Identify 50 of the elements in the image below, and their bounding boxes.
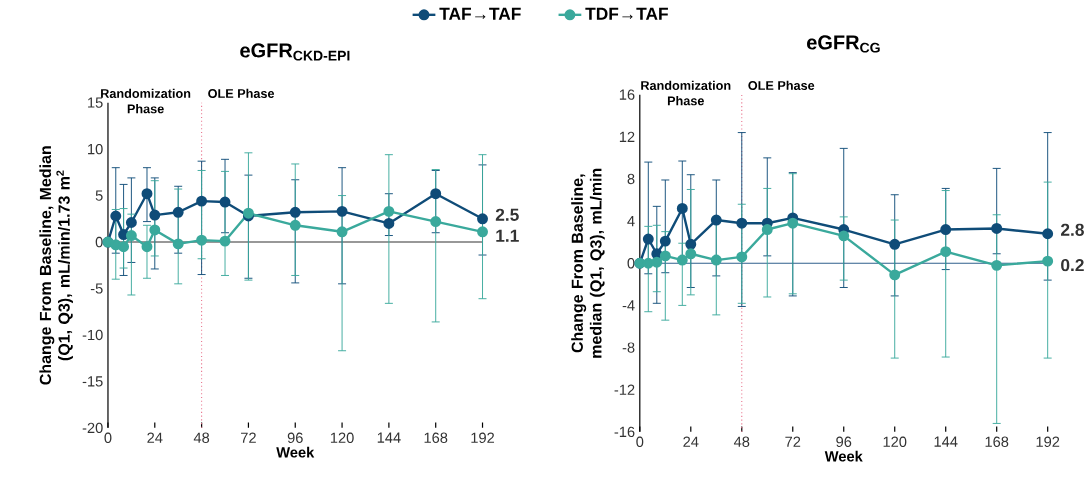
x-axis-title: Week [824,451,863,462]
data-label: 0.2 [1061,259,1084,272]
x-tick-label: 168 [985,436,1009,448]
y-tick-label: 10 [88,144,103,155]
x-tick-label: 72 [785,436,801,448]
chart-title: eGFR$_{CKD-EPI}$ [240,43,350,61]
chart-title: eGFR$_{CG}$ [807,35,880,53]
x-tick-label: 192 [471,432,495,444]
y-tick-label: -16 [614,426,635,438]
y-tick-label: 12 [619,131,635,143]
data-label: 1.1 [496,230,519,242]
y-tick-label: 0 [627,258,635,269]
annotation: Randomization Phase [641,80,731,106]
x-tick-label: 24 [147,432,163,444]
x-tick-label: 96 [287,432,303,444]
y-tick-label: -12 [614,384,635,396]
x-tick-label: 120 [330,432,354,444]
x-tick-label: 48 [193,432,210,444]
y-tick-label: 4 [627,216,635,227]
y-tick-label: 5 [95,190,103,201]
x-tick-label: 72 [241,432,256,444]
data-label: 2.5 [495,208,519,222]
y-tick-label: 16 [619,89,635,101]
legend-label: TAF→TAF [439,8,521,21]
y-axis-title: Change From Baseline, Median (Q1, Q3), mL/min/1.73 m$^{2}$ [39,146,73,385]
x-tick-label: 96 [836,436,852,448]
y-axis-title: Change From Baseline, median (Q1, Q3), mL/min [571,168,605,358]
x-tick-label: 168 [424,432,448,444]
y-tick-label: -5 [90,283,103,294]
y-tick-label: 15 [88,97,103,108]
y-tick-label: 8 [627,174,635,185]
y-tick-label: -10 [82,330,103,341]
y-tick-label: -20 [82,422,103,434]
legend-label: TDF→TAF [585,8,668,21]
x-tick-label: 48 [733,436,750,448]
y-tick-label: -8 [622,342,635,353]
x-tick-label: 144 [934,436,958,447]
y-tick-label: 0 [95,237,103,248]
x-tick-label: 192 [1036,436,1060,448]
x-tick-label: 120 [883,436,907,448]
x-tick-label: 0 [636,436,644,448]
data-label: 2.8 [1060,223,1084,237]
y-tick-label: -4 [622,300,635,311]
x-tick-label: 0 [104,432,112,444]
x-tick-label: 144 [377,432,401,443]
x-tick-label: 24 [683,436,699,448]
x-axis-title: Week [276,447,315,458]
text: OLE Phase [748,80,815,91]
y-tick-label: -15 [82,376,103,387]
text: OLE Phase [208,88,275,99]
